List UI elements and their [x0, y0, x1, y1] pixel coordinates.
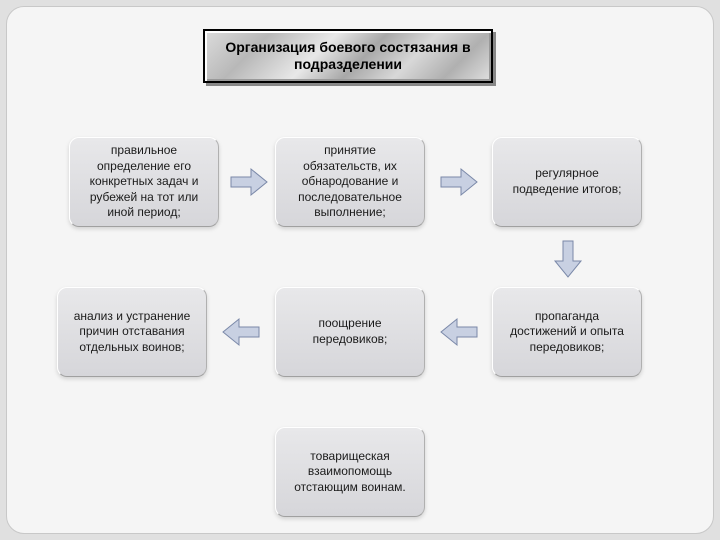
- node-text: правильное определение его конкретных за…: [78, 143, 210, 221]
- node-n5: поощрение передовиков;: [275, 287, 425, 377]
- node-text: анализ и устранение причин отставания от…: [66, 309, 198, 356]
- title-box: Организация боевого состязания в подразд…: [203, 29, 493, 83]
- slide-frame: Организация боевого состязания в подразд…: [6, 6, 714, 534]
- arrow-down-icon: [553, 239, 583, 279]
- node-text: принятие обязательств, их обнародование …: [284, 143, 416, 221]
- node-n6: пропаганда достижений и опыта передовико…: [492, 287, 642, 377]
- node-n1: правильное определение его конкретных за…: [69, 137, 219, 227]
- arrow-right-icon: [229, 167, 269, 197]
- node-n2: принятие обязательств, их обнародование …: [275, 137, 425, 227]
- node-n7: товарищеская взаимопомощь отстающим воин…: [275, 427, 425, 517]
- arrow-left-icon: [439, 317, 479, 347]
- arrow-left-icon: [221, 317, 261, 347]
- node-text: регулярное подведение итогов;: [501, 166, 633, 197]
- arrow-right-icon: [439, 167, 479, 197]
- title-text: Организация боевого состязания в подразд…: [213, 39, 483, 74]
- node-text: товарищеская взаимопомощь отстающим воин…: [284, 449, 416, 496]
- node-n3: регулярное подведение итогов;: [492, 137, 642, 227]
- node-text: пропаганда достижений и опыта передовико…: [501, 309, 633, 356]
- node-n4: анализ и устранение причин отставания от…: [57, 287, 207, 377]
- node-text: поощрение передовиков;: [284, 316, 416, 347]
